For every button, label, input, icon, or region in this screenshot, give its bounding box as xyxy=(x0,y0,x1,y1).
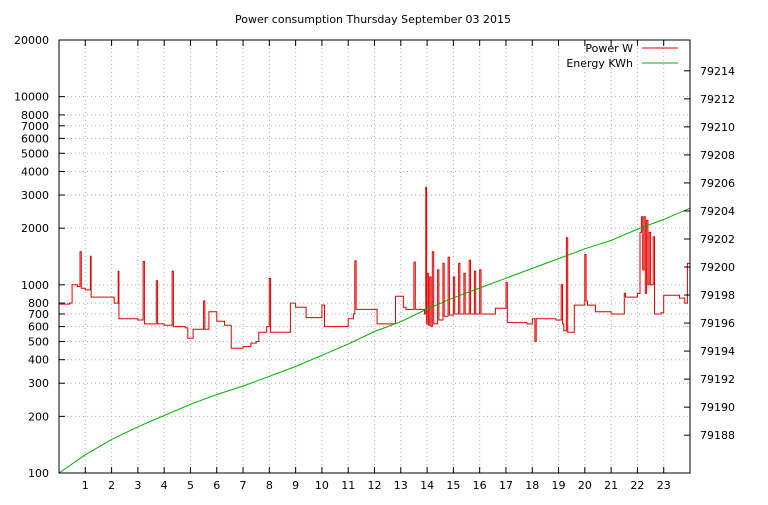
x-tick-label: 15 xyxy=(446,479,460,492)
y-right-tick-label: 79190 xyxy=(700,401,735,414)
y-left-tick-label: 5000 xyxy=(21,147,49,160)
x-tick-label: 22 xyxy=(630,479,644,492)
x-tick-label: 3 xyxy=(134,479,141,492)
y-left-tick-label: 300 xyxy=(28,377,49,390)
y-left-tick-label: 600 xyxy=(28,321,49,334)
y-left-tick-label: 10000 xyxy=(14,91,49,104)
series-layer xyxy=(58,186,691,474)
axis-layer: 1 2 3 4 5 6 7 8 9 10 11 12 13 14 15 16 17 18 19 20 21 22 23100… xyxy=(14,34,735,492)
y-right-tick-label: 79210 xyxy=(700,121,735,134)
y-left-tick-label: 1000 xyxy=(21,279,49,292)
y-left-tick-label: 8000 xyxy=(21,109,49,122)
y-left-tick-label: 400 xyxy=(28,354,49,367)
y-left-tick-label: 6000 xyxy=(21,132,49,145)
x-tick-label: 21 xyxy=(604,479,618,492)
x-tick-label: 18 xyxy=(525,479,539,492)
x-tick-label: 17 xyxy=(499,479,513,492)
grid-layer xyxy=(59,39,690,474)
y-right-tick-label: 79200 xyxy=(700,261,735,274)
x-tick-label: 23 xyxy=(657,479,671,492)
x-tick-label: 20 xyxy=(578,479,592,492)
y-right-tick-label: 79204 xyxy=(700,205,735,218)
y-left-tick-label: 500 xyxy=(28,335,49,348)
x-tick-label: 9 xyxy=(292,479,299,492)
legend-label: Energy KWh xyxy=(566,57,633,70)
y-left-tick-label: 800 xyxy=(28,297,49,310)
x-tick-label: 4 xyxy=(161,479,168,492)
x-tick-label: 19 xyxy=(552,479,566,492)
y-right-tick-label: 79214 xyxy=(700,65,735,78)
x-tick-label: 6 xyxy=(213,479,220,492)
y-right-tick-label: 79208 xyxy=(700,149,735,162)
x-tick-label: 1 xyxy=(82,479,89,492)
y-left-tick-label: 200 xyxy=(28,410,49,423)
x-tick-label: 10 xyxy=(315,479,329,492)
y-left-tick-label: 20000 xyxy=(14,34,49,47)
y-right-tick-label: 79196 xyxy=(700,317,735,330)
series-energy-line xyxy=(58,207,691,474)
x-tick-label: 13 xyxy=(394,479,408,492)
y-left-tick-label: 3000 xyxy=(21,189,49,202)
legend-label: Power W xyxy=(585,42,633,55)
y-right-tick-label: 79194 xyxy=(700,345,735,358)
y-right-tick-label: 79212 xyxy=(700,93,735,106)
y-right-tick-label: 79198 xyxy=(700,289,735,302)
y-right-tick-label: 79188 xyxy=(700,429,735,442)
y-left-tick-label: 2000 xyxy=(21,222,49,235)
y-left-tick-label: 4000 xyxy=(21,166,49,179)
y-right-tick-label: 79206 xyxy=(700,177,735,190)
x-tick-label: 7 xyxy=(240,479,247,492)
y-right-tick-label: 79202 xyxy=(700,233,735,246)
x-tick-label: 8 xyxy=(266,479,273,492)
chart-title: Power consumption Thursday September 03 … xyxy=(235,13,511,26)
y-left-tick-label: 7000 xyxy=(21,120,49,133)
x-tick-label: 5 xyxy=(187,479,194,492)
legend: Power W Energy KWh xyxy=(566,42,678,70)
x-tick-label: 2 xyxy=(108,479,115,492)
x-tick-label: 16 xyxy=(473,479,487,492)
y-left-tick-label: 100 xyxy=(28,467,49,480)
x-tick-label: 11 xyxy=(341,479,355,492)
x-tick-label: 12 xyxy=(368,479,382,492)
plot-frame xyxy=(58,39,691,474)
y-left-tick-label: 700 xyxy=(28,308,49,321)
y-right-tick-label: 79192 xyxy=(700,373,735,386)
x-tick-label: 14 xyxy=(420,479,434,492)
series-power-line xyxy=(59,186,691,349)
